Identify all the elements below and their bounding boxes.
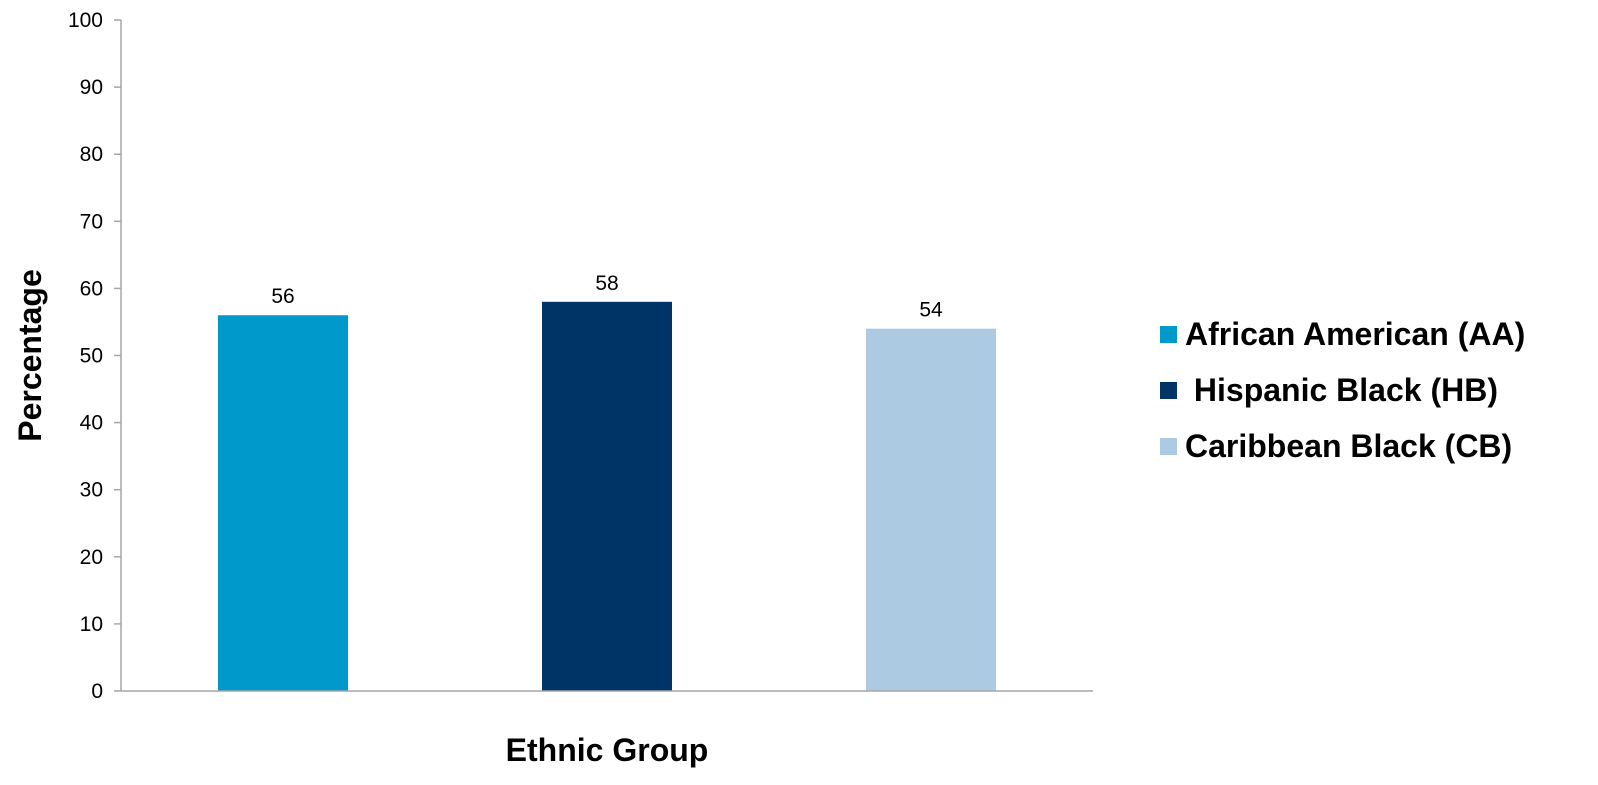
legend-label-african-american: African American (AA) bbox=[1185, 315, 1526, 352]
legend-item-hispanic-black: Hispanic Black (HB) bbox=[1160, 362, 1580, 418]
y-tick-label: 0 bbox=[91, 680, 103, 703]
y-tick-label: 100 bbox=[68, 9, 103, 32]
legend-label-caribbean-black: Caribbean Black (CB) bbox=[1185, 427, 1513, 464]
legend-item-caribbean-black: Caribbean Black (CB) bbox=[1160, 418, 1580, 474]
y-tick-label: 10 bbox=[80, 613, 103, 636]
bar-value-label: 56 bbox=[271, 285, 294, 308]
y-axis: 0 10 20 30 40 50 60 70 80 90 100 bbox=[68, 9, 122, 703]
bar-value-label: 54 bbox=[919, 299, 943, 322]
y-tick-label: 50 bbox=[80, 345, 103, 368]
legend-swatch-african-american bbox=[1160, 325, 1177, 343]
bar bbox=[866, 328, 996, 691]
y-tick-label: 60 bbox=[80, 277, 103, 300]
bar bbox=[218, 315, 348, 691]
legend-label-hispanic-black: Hispanic Black (HB) bbox=[1185, 371, 1498, 408]
legend: African American (AA) Hispanic Black (HB… bbox=[1160, 306, 1580, 474]
x-axis-title: Ethnic Group bbox=[506, 732, 709, 768]
y-axis-title: Percentage bbox=[12, 269, 48, 442]
y-tick-label: 40 bbox=[80, 412, 103, 435]
legend-swatch-hispanic-black bbox=[1160, 381, 1177, 399]
legend-item-african-american: African American (AA) bbox=[1160, 306, 1580, 362]
bar bbox=[542, 301, 672, 691]
y-tick-label: 80 bbox=[80, 143, 103, 166]
bar-value-label: 58 bbox=[595, 272, 618, 295]
legend-swatch-caribbean-black bbox=[1160, 437, 1177, 455]
data-labels: 56 58 54 bbox=[271, 272, 943, 322]
y-tick-label: 20 bbox=[80, 546, 103, 569]
y-tick-label: 90 bbox=[80, 76, 103, 99]
y-tick-label: 30 bbox=[80, 479, 103, 502]
bars bbox=[218, 301, 996, 691]
y-tick-label: 70 bbox=[80, 210, 103, 233]
